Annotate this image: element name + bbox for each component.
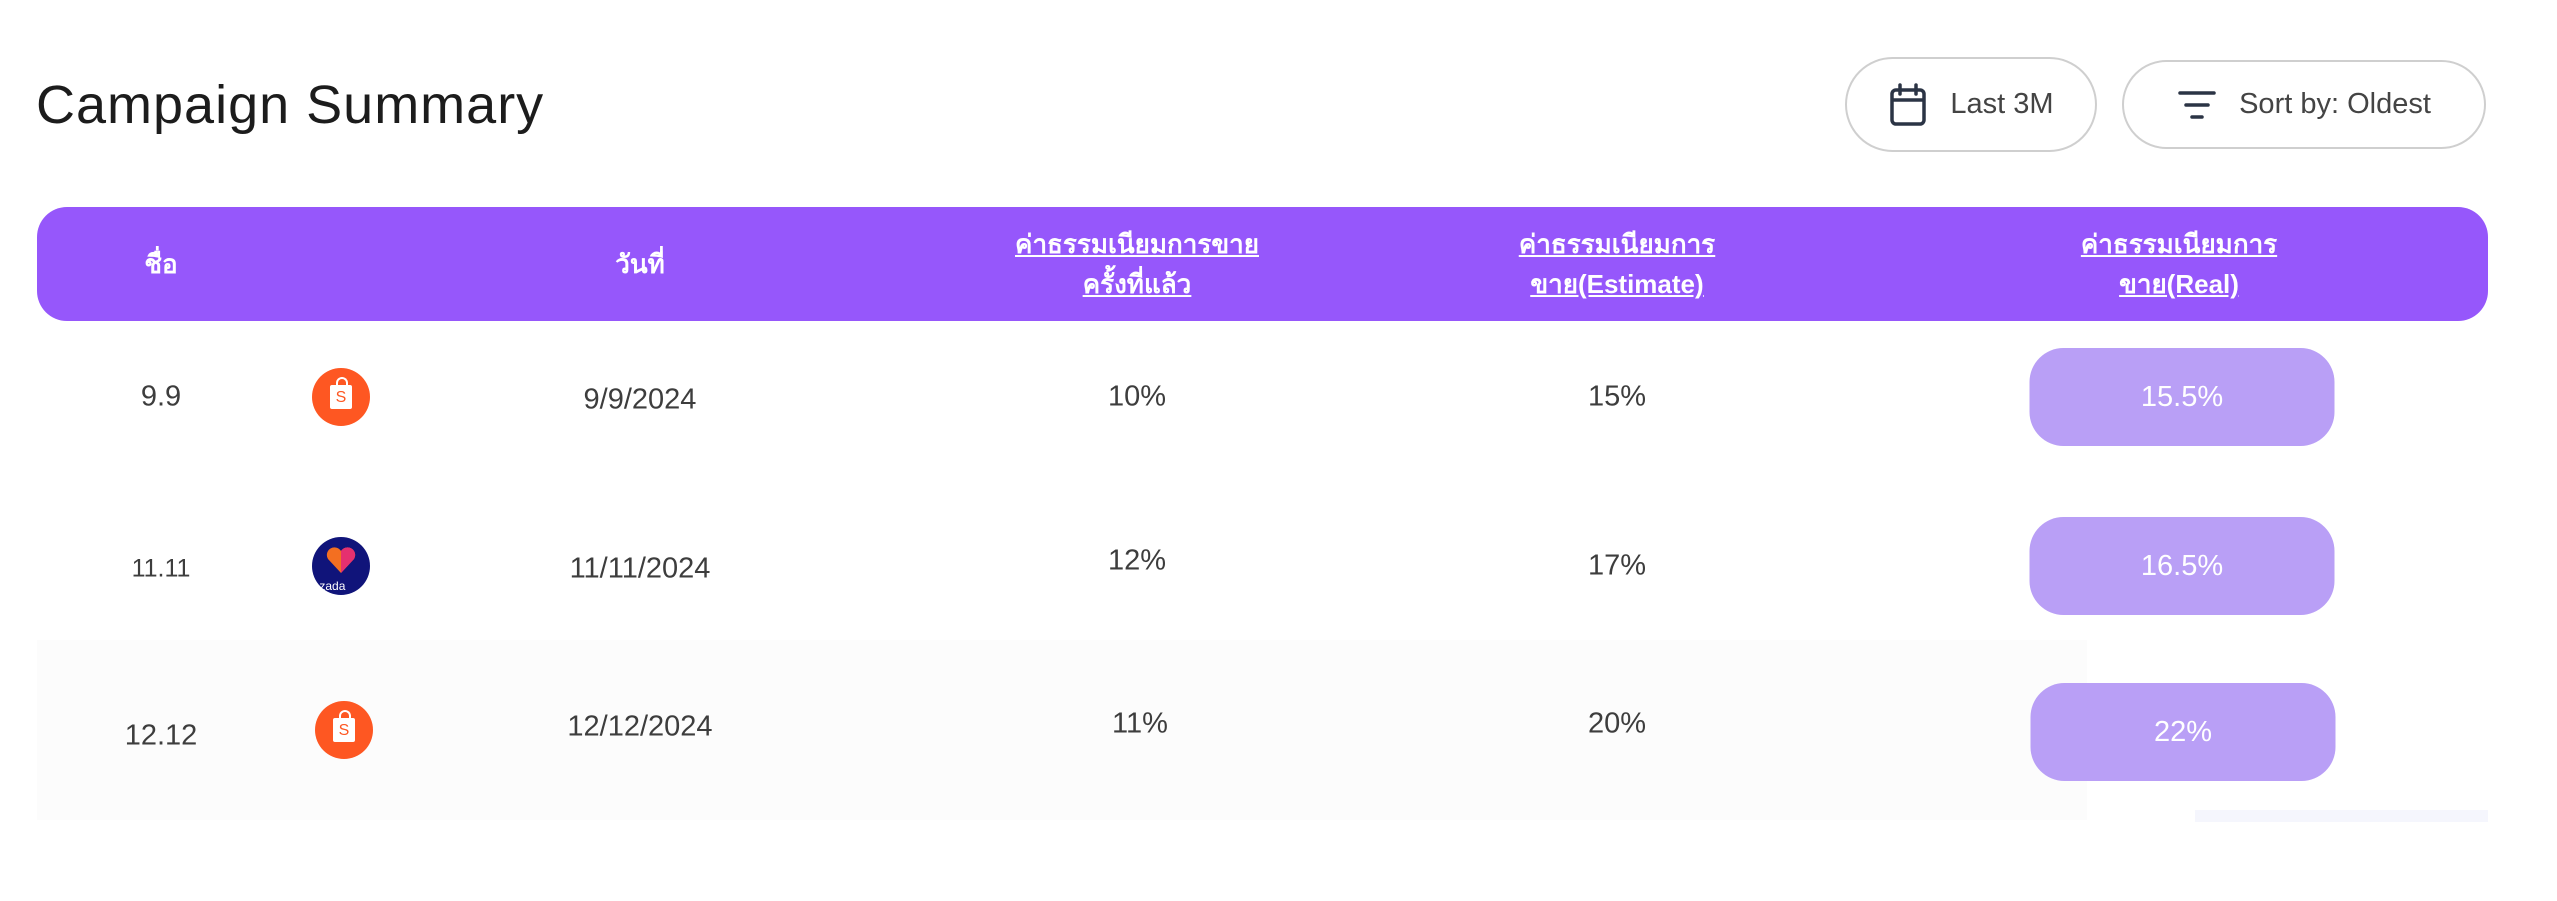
last-fee: 11% [1112,707,1168,740]
campaign-date: 9/9/2024 [583,383,697,416]
sort-button[interactable]: Sort by: Oldest [2122,60,2486,149]
header-estimate-fee[interactable]: ค่าธรรมเนียมการ ขาย(Estimate) [1518,229,1716,299]
header-real-fee[interactable]: ค่าธรรมเนียมการขาย(Real) [2080,229,2278,299]
campaign-name: 9.9 [140,380,182,413]
date-range-label: Last 3M [1950,88,2054,120]
header-name: ชื่อ [144,249,178,279]
estimate-fee: 15% [1587,380,1647,413]
lazada-logo-icon: lazada [312,537,370,595]
table-header: ชื่อ วันที่ ค่าธรรมเนียมการขาย ครั้งที่แล… [37,207,2488,321]
last-fee: 12% [1107,544,1167,577]
calendar-icon [1890,82,1927,126]
row-background [37,640,2087,820]
shopee-logo-icon: S [315,701,373,759]
shopee-logo-icon: S [312,368,370,426]
sort-label: Sort by: Oldest [2239,88,2431,120]
campaign-name: 11.11 [131,554,191,583]
estimate-fee: 17% [1587,549,1647,582]
campaign-name: 12.12 [124,719,198,752]
page-title: Campaign Summary [36,75,545,135]
date-range-button[interactable]: Last 3M [1845,57,2097,152]
header-last-fee[interactable]: ค่าธรรมเนียมการขาย ครั้งที่แล้ว [1015,229,1259,299]
real-fee-pill[interactable]: 22% [2030,683,2336,781]
real-fee-pill[interactable]: 16.5% [2029,517,2335,615]
campaign-date: 11/11/2024 [569,552,711,585]
header-date: วันที่ [615,249,665,279]
campaign-date: 12/12/2024 [567,710,713,743]
real-fee-pill[interactable]: 15.5% [2029,348,2335,446]
estimate-fee: 20% [1587,707,1647,740]
row-background-strip [2195,810,2488,822]
last-fee: 10% [1107,380,1167,413]
filter-lines-icon [2178,90,2216,119]
